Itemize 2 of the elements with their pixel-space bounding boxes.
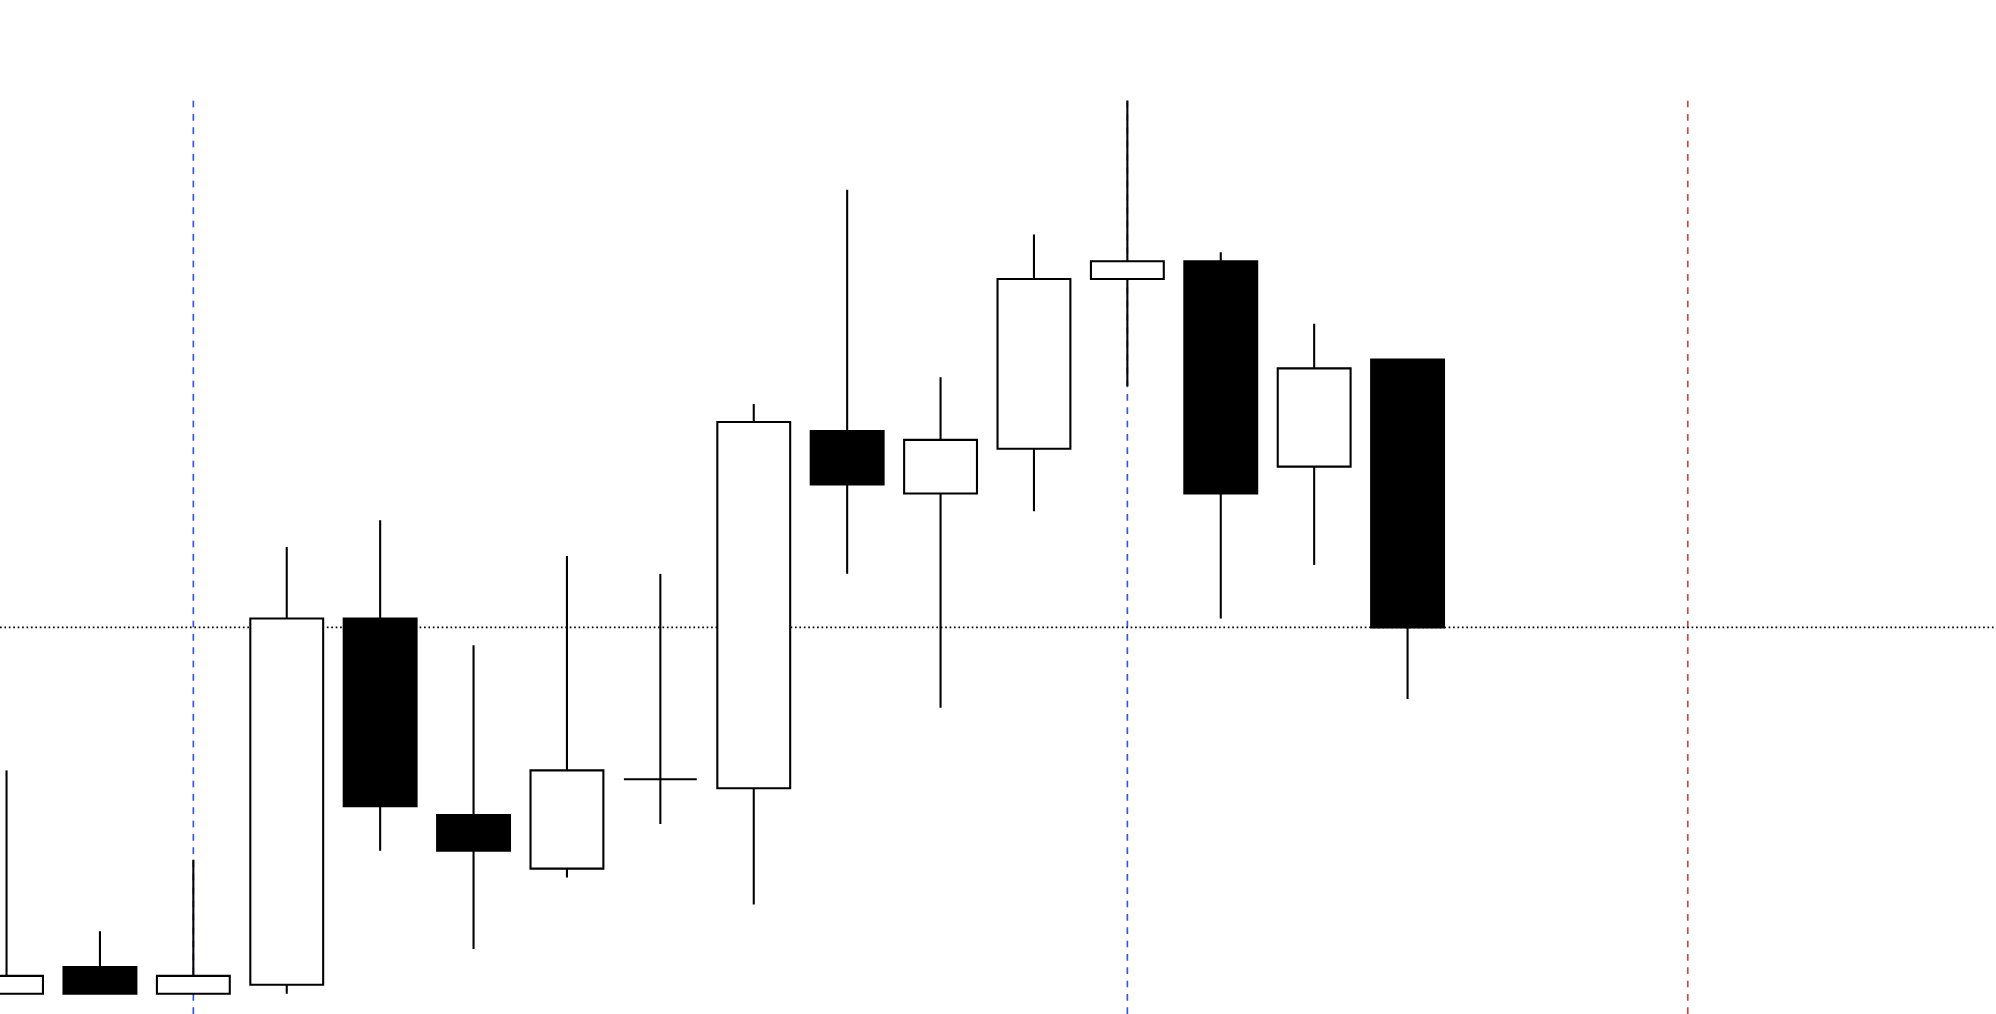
- candlestick: [1089, 99, 1165, 388]
- candlestick: [436, 644, 512, 951]
